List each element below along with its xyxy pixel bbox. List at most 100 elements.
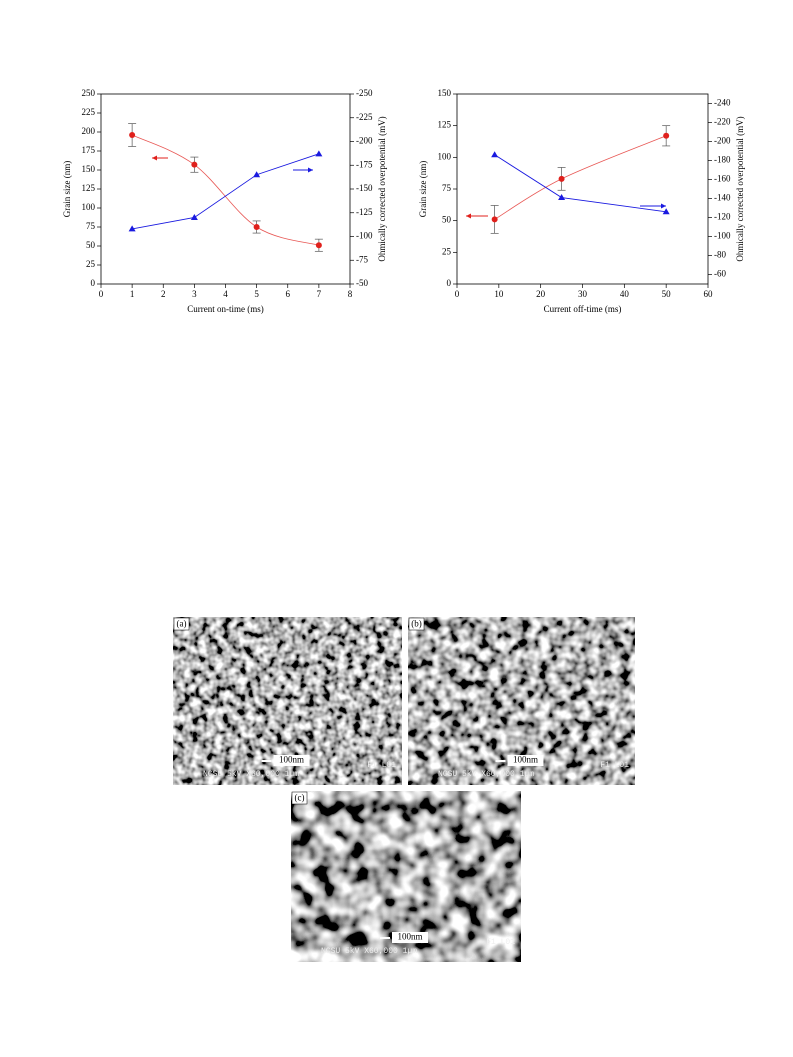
panel-label: (b) bbox=[411, 619, 422, 629]
x-tick-label: 0 bbox=[455, 289, 460, 299]
sem-image: (c) 100nm NCSU 5kV X60,000 1µm F1 L01 bbox=[291, 791, 521, 962]
y-tick-label: 150 bbox=[82, 164, 96, 174]
y-tick-label: 100 bbox=[438, 151, 452, 161]
y2-tick-label: -200 bbox=[714, 136, 731, 146]
x-tick-label: 1 bbox=[130, 289, 135, 299]
marker bbox=[191, 161, 198, 168]
marker bbox=[253, 171, 261, 178]
scale-label: 100nm bbox=[279, 755, 304, 765]
x-tick-label: 20 bbox=[536, 289, 546, 299]
y-tick-label: 150 bbox=[438, 88, 452, 98]
marker bbox=[662, 208, 670, 215]
scale-label-box bbox=[392, 932, 428, 943]
y-tick-label: 225 bbox=[82, 107, 96, 117]
marker bbox=[558, 175, 565, 182]
y2-tick-label: -120 bbox=[714, 212, 731, 222]
y2-tick-label: -225 bbox=[356, 112, 373, 122]
axis-arrow-head bbox=[466, 213, 471, 219]
y-tick-label: 25 bbox=[86, 259, 96, 269]
sem-image: (a) 100nm NCSU 5kV X60,000 1µm F1 L01 bbox=[173, 617, 402, 785]
y-axis-label: Grain size (nm) bbox=[62, 161, 72, 217]
plot-frame bbox=[456, 93, 709, 285]
panel-label: (a) bbox=[177, 619, 187, 629]
x-tick-label: 4 bbox=[223, 289, 228, 299]
y-tick-label: 175 bbox=[82, 145, 96, 155]
y-axis-label: Grain size (nm) bbox=[418, 161, 428, 217]
x-axis-label: Current on-time (ms) bbox=[187, 304, 263, 314]
x-tick-label: 30 bbox=[578, 289, 588, 299]
x-tick-label: 0 bbox=[99, 289, 104, 299]
y2-axis-label: Ohmically corrected overpotential (mV) bbox=[735, 116, 745, 261]
series-line bbox=[494, 154, 667, 213]
y-tick-label: 50 bbox=[86, 240, 96, 250]
sem-image: (b) 100nm NCSU 5kV X60,000 1µm F1 L01 bbox=[408, 617, 635, 785]
y2-tick-label: -60 bbox=[714, 269, 726, 279]
y-tick-label: 200 bbox=[82, 126, 96, 136]
y2-tick-label: -200 bbox=[356, 136, 373, 146]
marker bbox=[129, 132, 136, 139]
series-line bbox=[131, 134, 319, 246]
axis-arrow-head bbox=[152, 155, 157, 161]
panel-label-box bbox=[173, 617, 190, 631]
y2-tick-label: -160 bbox=[714, 174, 731, 184]
marker bbox=[558, 194, 566, 201]
sem-info-right: F1 L01 bbox=[600, 761, 629, 770]
scale-label: 100nm bbox=[397, 932, 422, 942]
chart: 0 1 2 3 4 5 6 7 8 0 25 50 75 100 125 150 175 200 225 250 -50… bbox=[62, 88, 387, 314]
y-tick-label: 100 bbox=[82, 202, 96, 212]
y2-tick-label: -100 bbox=[356, 231, 373, 241]
axis-arrow-head bbox=[308, 167, 313, 173]
marker bbox=[491, 151, 499, 158]
marker bbox=[190, 214, 198, 220]
y-tick-label: 0 bbox=[447, 278, 452, 288]
x-tick-label: 60 bbox=[704, 289, 714, 299]
y2-tick-label: -125 bbox=[356, 207, 373, 217]
y2-tick-label: -250 bbox=[356, 88, 373, 98]
marker bbox=[663, 132, 670, 139]
y-tick-label: 50 bbox=[442, 215, 452, 225]
y2-tick-label: -80 bbox=[714, 250, 726, 260]
panel-label-box bbox=[291, 791, 308, 805]
x-tick-label: 7 bbox=[317, 289, 322, 299]
series-line bbox=[494, 135, 667, 220]
series-line bbox=[132, 153, 320, 230]
y2-tick-label: -220 bbox=[714, 117, 731, 127]
x-tick-label: 50 bbox=[662, 289, 672, 299]
y2-axis-label: Ohmically corrected overpotential (mV) bbox=[377, 116, 387, 261]
y2-tick-label: -50 bbox=[356, 278, 368, 288]
y-tick-label: 125 bbox=[438, 120, 452, 130]
x-tick-label: 8 bbox=[348, 289, 353, 299]
y2-tick-label: -150 bbox=[356, 183, 373, 193]
marker bbox=[315, 150, 323, 157]
marker bbox=[253, 224, 260, 230]
marker bbox=[128, 225, 136, 232]
panel-label-box bbox=[408, 617, 425, 631]
axis-arrow-head bbox=[661, 203, 666, 209]
y-tick-label: 75 bbox=[86, 221, 96, 231]
y2-tick-label: -175 bbox=[356, 159, 373, 169]
sem-info: NCSU 5kV X60,000 1µm bbox=[321, 947, 417, 956]
x-tick-label: 6 bbox=[286, 289, 291, 299]
y2-tick-label: -100 bbox=[714, 231, 731, 241]
scale-label: 100nm bbox=[513, 755, 538, 765]
sem-info-right: F1 L01 bbox=[486, 938, 515, 947]
sem-info-right: F1 L01 bbox=[367, 761, 396, 770]
scale-label-box bbox=[273, 755, 310, 766]
x-tick-label: 5 bbox=[254, 289, 259, 299]
x-tick-label: 3 bbox=[192, 289, 197, 299]
y-tick-label: 75 bbox=[442, 183, 452, 193]
marker bbox=[491, 216, 498, 223]
y-tick-label: 25 bbox=[442, 246, 452, 256]
scale-label-box bbox=[507, 755, 544, 766]
x-tick-label: 10 bbox=[494, 289, 504, 299]
y2-tick-label: -140 bbox=[714, 193, 731, 203]
plot-frame bbox=[100, 93, 351, 285]
y-tick-label: 0 bbox=[91, 278, 96, 288]
y-tick-label: 125 bbox=[82, 183, 96, 193]
chart: 0 10 20 30 40 50 60 0 25 50 75 100 125 150 -60 -80 -100 -… bbox=[418, 88, 745, 314]
y2-tick-label: -240 bbox=[714, 98, 731, 108]
x-tick-label: 2 bbox=[161, 289, 166, 299]
panel-label: (c) bbox=[295, 793, 305, 803]
